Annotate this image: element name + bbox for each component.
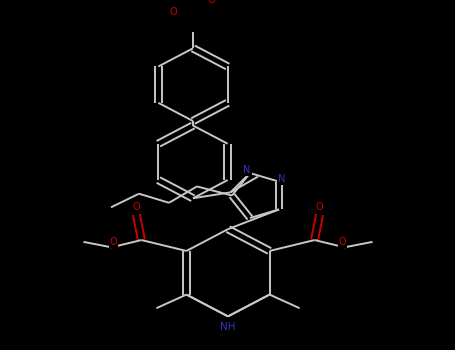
Text: O: O [132,202,140,212]
Text: N: N [243,165,251,175]
Text: O: O [110,237,117,247]
Text: O: O [207,0,215,5]
Text: O: O [316,202,324,212]
Text: N: N [278,174,286,184]
Text: O: O [169,7,177,17]
Text: O: O [339,237,346,247]
Text: NH: NH [220,322,236,332]
